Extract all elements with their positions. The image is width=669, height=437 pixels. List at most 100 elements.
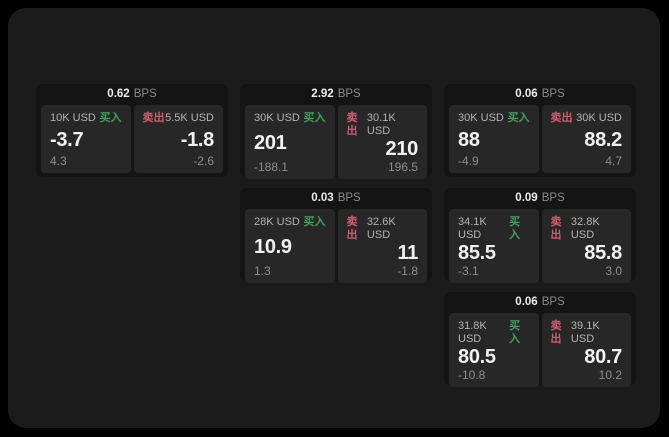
buy-side-label: 买入 <box>509 216 521 241</box>
buy-top-row: 28K USD 买入 <box>254 216 326 229</box>
bps-unit-label: BPS <box>337 88 361 100</box>
quote-panels: 10K USD 买入 -3.7 4.3 卖出 5.5K USD -1.8 -2.… <box>36 105 228 177</box>
sell-price: 80.7 <box>584 346 622 368</box>
buy-quote-panel[interactable]: 31.8K USD 买入 80.5 -10.8 <box>449 313 539 387</box>
buy-price: -3.7 <box>50 128 84 151</box>
buy-delta: 1.3 <box>254 264 271 278</box>
quote-panels: 31.8K USD 买入 80.5 -10.8 卖出 39.1K USD 80.… <box>444 313 636 391</box>
buy-amount: 31.8K USD <box>458 320 487 345</box>
sell-delta: 3.0 <box>605 264 622 278</box>
quote-card: 0.03 BPS 28K USD 买入 10.9 1.3 卖出 32.6K US… <box>240 188 432 283</box>
buy-quote-panel[interactable]: 10K USD 买入 -3.7 4.3 <box>41 105 131 173</box>
quote-card: 0.62 BPS 10K USD 买入 -3.7 4.3 卖出 5.5K USD… <box>36 84 228 177</box>
quote-panels: 34.1K USD 买入 85.5 -3.1 卖出 32.8K USD 85.8… <box>444 209 636 287</box>
buy-amount: 30K USD <box>458 112 504 124</box>
buy-quote-panel[interactable]: 30K USD 买入 201 -188.1 <box>245 105 335 179</box>
sell-side-label: 卖出 <box>346 112 358 137</box>
sell-price: 210 <box>385 138 419 160</box>
buy-quote-panel[interactable]: 30K USD 买入 88 -4.9 <box>449 105 539 173</box>
spread-header: 0.06 BPS <box>444 292 636 313</box>
sell-delta: 4.7 <box>605 154 622 168</box>
spread-header: 0.62 BPS <box>36 84 228 105</box>
spread-value: 0.03 <box>311 192 334 204</box>
buy-delta: -10.8 <box>458 368 486 382</box>
buy-quote-panel[interactable]: 28K USD 买入 10.9 1.3 <box>245 209 335 283</box>
quote-card: 2.92 BPS 30K USD 买入 201 -188.1 卖出 30.1K … <box>240 84 432 179</box>
sell-amount: 5.5K USD <box>165 112 214 124</box>
spread-value: 0.06 <box>515 88 538 100</box>
buy-amount: 34.1K USD <box>458 216 487 241</box>
spread-value: 0.06 <box>515 296 538 308</box>
sell-side-label: 卖出 <box>550 216 562 241</box>
buy-side-label: 买入 <box>303 216 326 228</box>
buy-amount: 30K USD <box>254 112 300 124</box>
sell-delta: 196.5 <box>387 160 418 174</box>
buy-side-label: 买入 <box>507 112 530 124</box>
bps-unit-label: BPS <box>541 296 565 308</box>
buy-price: 10.9 <box>254 235 292 258</box>
buy-delta: -188.1 <box>254 160 289 174</box>
sell-top-row: 卖出 30.1K USD <box>347 112 419 138</box>
buy-top-row: 30K USD 买入 <box>458 112 530 125</box>
bps-unit-label: BPS <box>541 192 565 204</box>
sell-price: 88.2 <box>584 128 622 151</box>
sell-price: 11 <box>397 242 418 264</box>
spread-value: 0.62 <box>107 88 130 100</box>
buy-top-row: 30K USD 买入 <box>254 112 326 125</box>
buy-delta: -3.1 <box>458 264 479 278</box>
sell-top-row: 卖出 39.1K USD <box>551 320 623 346</box>
sell-quote-panel[interactable]: 卖出 32.8K USD 85.8 3.0 <box>541 209 631 283</box>
spread-value: 2.92 <box>311 88 334 100</box>
sell-top-row: 卖出 5.5K USD <box>143 112 215 125</box>
sell-amount: 30K USD <box>576 112 622 124</box>
sell-quote-panel[interactable]: 卖出 30K USD 88.2 4.7 <box>541 105 631 173</box>
quote-panels: 28K USD 买入 10.9 1.3 卖出 32.6K USD 11 -1.8 <box>240 209 432 287</box>
sell-quote-panel[interactable]: 卖出 32.6K USD 11 -1.8 <box>337 209 427 283</box>
buy-amount: 28K USD <box>254 216 300 228</box>
buy-amount: 10K USD <box>50 112 96 124</box>
sell-amount: 39.1K USD <box>570 320 600 345</box>
quotes-grid: 0.62 BPS 10K USD 买入 -3.7 4.3 卖出 5.5K USD… <box>36 84 636 387</box>
spread-header: 0.09 BPS <box>444 188 636 209</box>
buy-delta: 4.3 <box>50 154 67 168</box>
sell-side-label: 卖出 <box>550 320 562 345</box>
spread-header: 0.06 BPS <box>444 84 636 105</box>
sell-top-row: 卖出 32.6K USD <box>347 216 419 242</box>
sell-quote-panel[interactable]: 卖出 39.1K USD 80.7 10.2 <box>541 313 631 387</box>
sell-side-label: 卖出 <box>550 112 573 124</box>
sell-side-label: 卖出 <box>142 112 165 124</box>
quote-card: 0.09 BPS 34.1K USD 买入 85.5 -3.1 卖出 32.8K… <box>444 188 636 283</box>
buy-side-label: 买入 <box>509 320 521 345</box>
buy-top-row: 10K USD 买入 <box>50 112 122 125</box>
sell-top-row: 卖出 32.8K USD <box>551 216 623 242</box>
sell-amount: 30.1K USD <box>366 112 396 137</box>
sell-top-row: 卖出 30K USD <box>551 112 623 125</box>
sell-price: -1.8 <box>180 128 215 151</box>
app-surface: 0.62 BPS 10K USD 买入 -3.7 4.3 卖出 5.5K USD… <box>8 8 660 428</box>
buy-side-label: 买入 <box>303 112 326 124</box>
sell-delta: -2.6 <box>193 154 214 168</box>
spread-header: 2.92 BPS <box>240 84 432 105</box>
buy-price: 80.5 <box>458 346 496 368</box>
buy-side-label: 买入 <box>99 112 122 124</box>
quote-panels: 30K USD 买入 201 -188.1 卖出 30.1K USD 210 1… <box>240 105 432 183</box>
sell-delta: -1.8 <box>397 264 418 278</box>
buy-top-row: 34.1K USD 买入 <box>458 216 530 242</box>
bps-unit-label: BPS <box>337 192 361 204</box>
buy-price: 88 <box>458 128 480 151</box>
sell-quote-panel[interactable]: 卖出 30.1K USD 210 196.5 <box>337 105 427 179</box>
bps-unit-label: BPS <box>133 88 157 100</box>
buy-quote-panel[interactable]: 34.1K USD 买入 85.5 -3.1 <box>449 209 539 283</box>
buy-price: 85.5 <box>458 242 496 264</box>
sell-quote-panel[interactable]: 卖出 5.5K USD -1.8 -2.6 <box>133 105 223 173</box>
sell-price: 85.8 <box>584 242 622 264</box>
quote-card: 0.06 BPS 31.8K USD 买入 80.5 -10.8 卖出 39.1… <box>444 292 636 387</box>
spread-value: 0.09 <box>515 192 538 204</box>
quote-panels: 30K USD 买入 88 -4.9 卖出 30K USD 88.2 4.7 <box>444 105 636 177</box>
spread-header: 0.03 BPS <box>240 188 432 209</box>
sell-side-label: 卖出 <box>346 216 358 241</box>
buy-top-row: 31.8K USD 买入 <box>458 320 530 346</box>
buy-price: 201 <box>254 131 287 154</box>
sell-amount: 32.8K USD <box>570 216 600 241</box>
